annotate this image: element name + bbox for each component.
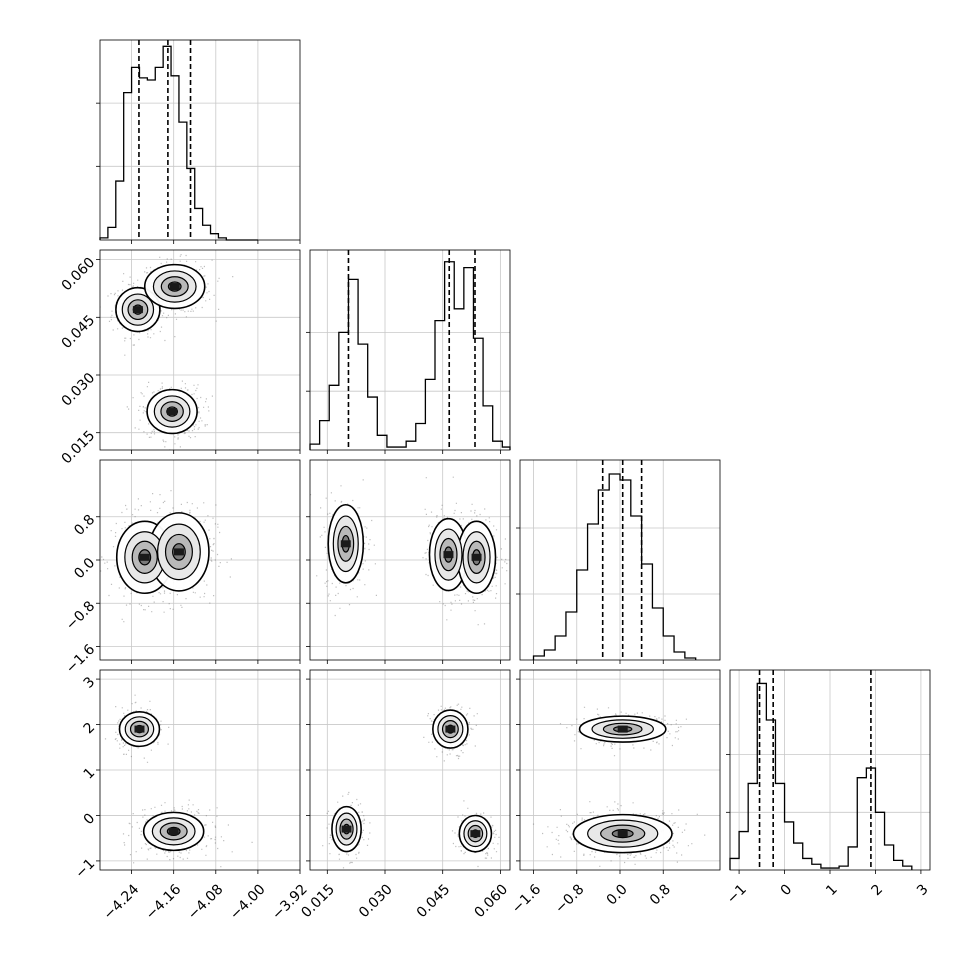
x-tick-label: −4.16	[143, 881, 185, 923]
scatter-panel-3-0	[99, 669, 301, 871]
density-peak	[173, 548, 184, 556]
y-tick-label: 0.0	[71, 555, 98, 582]
hist-panel-2	[516, 459, 721, 661]
y-tick-label: 0.030	[59, 370, 99, 410]
panel-content	[100, 490, 232, 623]
density-peak	[134, 725, 145, 733]
x-tick-label: −1	[724, 881, 750, 907]
panel-frame	[99, 249, 301, 451]
y-tick-label: 3	[81, 674, 99, 692]
y-tick-label: 0	[81, 810, 99, 828]
hist-panel-0	[96, 39, 301, 241]
x-tick-label: 3	[914, 881, 932, 899]
histogram-series	[99, 45, 258, 241]
panel-content	[310, 476, 508, 626]
density-peak	[471, 553, 482, 561]
y-tick-label: −1	[72, 856, 98, 882]
y-tick-label: −1.6	[63, 641, 98, 676]
density-peak	[169, 283, 180, 291]
panel-frame	[99, 39, 301, 241]
scatter-panel-1-0	[99, 249, 301, 451]
x-tick-label: 0.030	[356, 881, 396, 921]
scatter-panel-2-0	[99, 459, 301, 661]
density-peak	[340, 540, 351, 548]
scatter-panel-2-1	[309, 459, 511, 661]
x-tick-label: 1	[823, 881, 841, 899]
y-tick-label: 0.060	[59, 255, 99, 295]
scatter-panel-3-2	[519, 669, 721, 871]
y-tick-label: 2	[81, 720, 99, 738]
panel-content	[104, 694, 253, 868]
density-peak	[139, 553, 150, 561]
x-tick-label: 2	[869, 881, 887, 899]
density-peak	[445, 725, 456, 733]
y-tick-label: 0.015	[59, 428, 99, 468]
x-tick-label: 0.060	[471, 881, 511, 921]
density-peak	[132, 306, 143, 314]
panel-frame	[309, 249, 511, 451]
x-tick-label: −4.00	[227, 881, 269, 923]
histogram-series	[532, 473, 697, 660]
density-peak	[167, 408, 178, 416]
panel-content	[100, 254, 234, 450]
density-peak	[168, 827, 179, 835]
x-tick-label: −0.8	[552, 881, 587, 916]
y-tick-label: 0.045	[59, 312, 99, 352]
x-tick-label: 0	[778, 881, 796, 899]
density-peak	[617, 830, 628, 838]
x-tick-label: −4.08	[185, 881, 227, 923]
density-peak	[617, 725, 628, 733]
x-tick-label: 0.0	[604, 881, 631, 908]
scatter-panel-3-1	[309, 669, 511, 871]
panel-content	[532, 706, 706, 867]
hist-panel-3	[726, 669, 931, 871]
y-tick-label: −0.8	[63, 598, 98, 633]
density-peak	[443, 551, 454, 559]
x-tick-label: 0.045	[414, 881, 454, 921]
y-tick-label: 1	[81, 765, 99, 783]
x-tick-label: −4.24	[101, 881, 143, 923]
histogram-series	[729, 682, 913, 870]
y-tick-label: 0.8	[71, 512, 98, 539]
panel-content	[322, 703, 500, 869]
density-peak	[341, 825, 352, 833]
x-tick-label: 0.8	[647, 881, 674, 908]
x-tick-label: −1.6	[509, 881, 544, 916]
hist-panel-1	[306, 249, 511, 451]
density-peak	[470, 830, 481, 838]
histogram-series	[309, 261, 511, 450]
